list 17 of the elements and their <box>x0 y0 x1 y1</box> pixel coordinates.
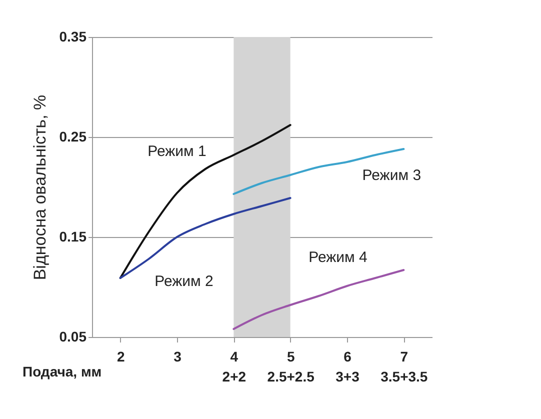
series-label: Режим 4 <box>308 249 368 266</box>
x-tick-label: 4 2+2 <box>222 348 246 384</box>
y-tick-label: 0.35 <box>59 28 87 44</box>
y-axis-title: Відносна овальність, % <box>30 94 50 280</box>
x-tick-label: 3 <box>174 348 182 364</box>
y-tick-label: 0.05 <box>59 328 87 344</box>
x-tick-label: 5 2.5+2.5 <box>267 348 315 384</box>
line-series <box>232 269 405 330</box>
y-tick-label: 0.15 <box>59 228 87 244</box>
y-tick-label: 0.25 <box>59 128 87 144</box>
x-tick-label: 2 <box>116 348 125 364</box>
series-label: Режим 3 <box>362 167 422 184</box>
series-label: Режим 1 <box>148 143 206 160</box>
x-axis-title: Подача, мм <box>22 364 102 380</box>
x-tick-label: 7 3.5+3.5 <box>380 348 428 384</box>
series-label: Режим 2 <box>154 273 214 290</box>
x-tick-label: 6 3+3 <box>336 348 360 384</box>
